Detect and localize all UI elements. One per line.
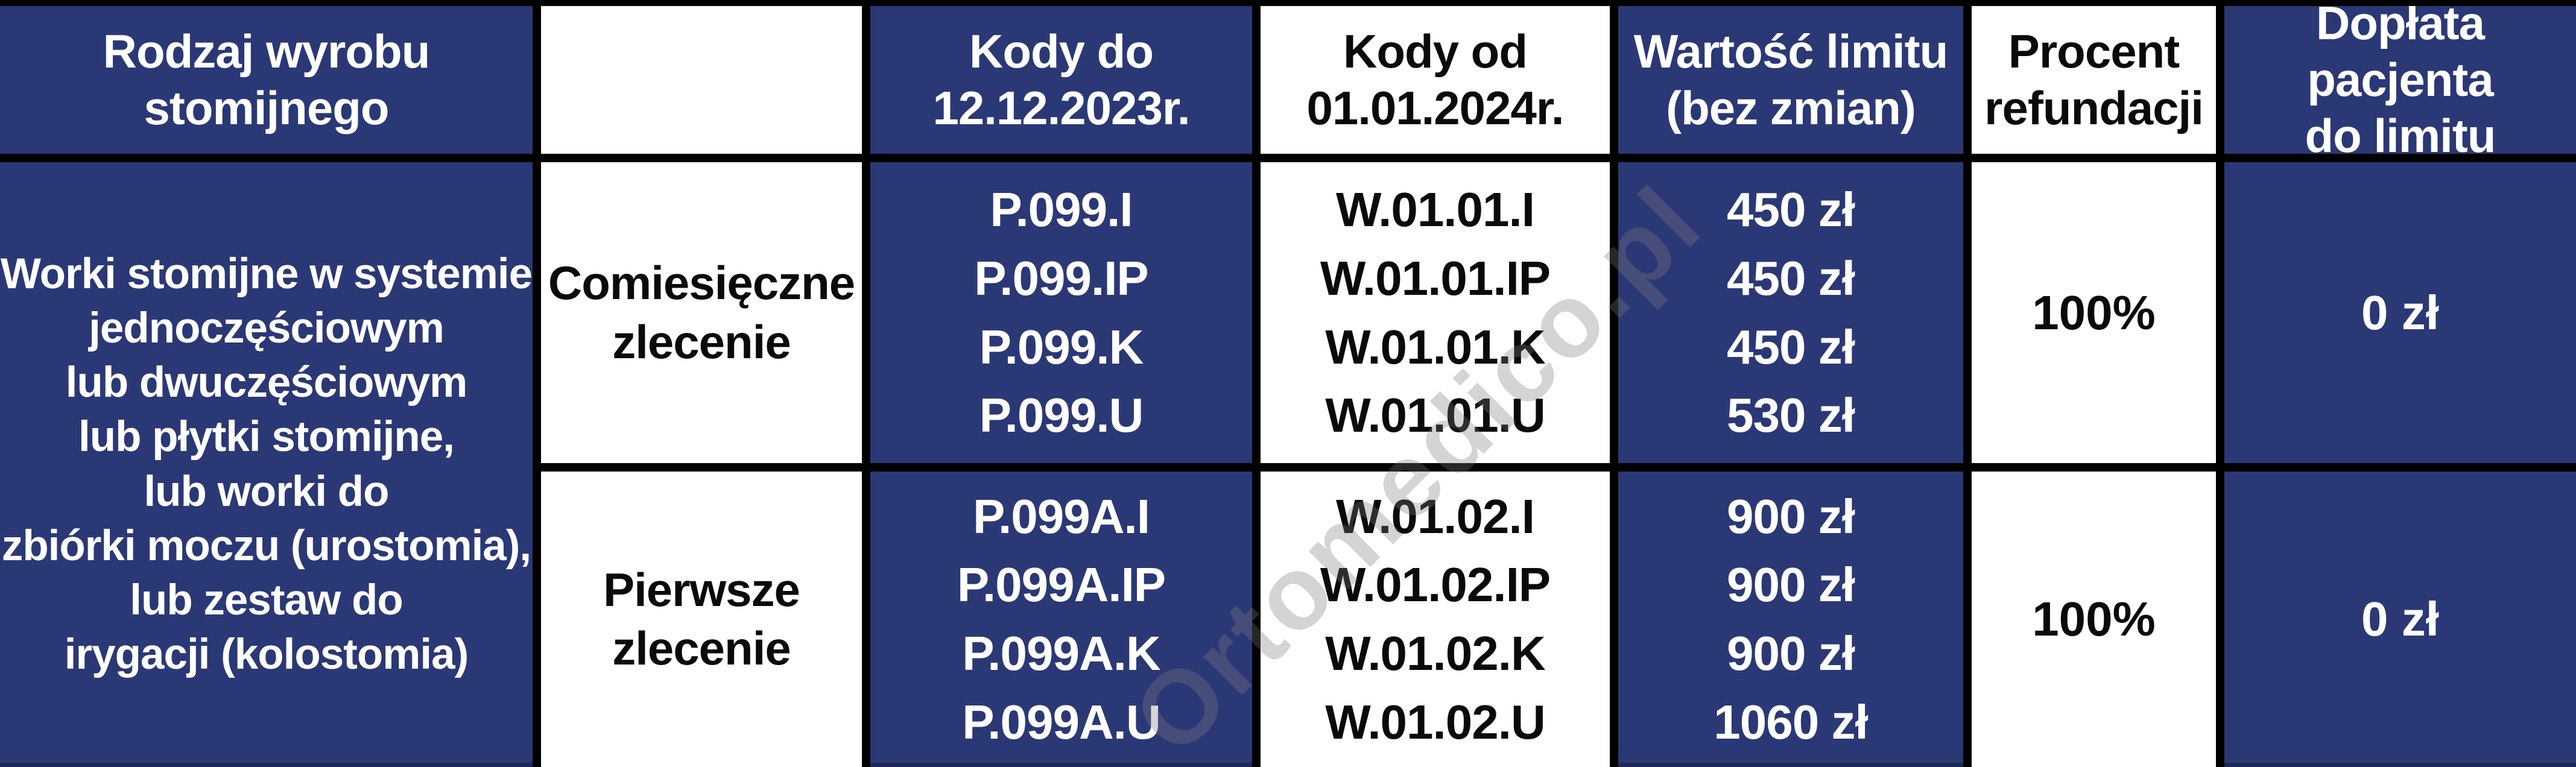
- row2-patient-copay: 0 zł: [2224, 472, 2576, 767]
- top-border-line: [0, 0, 2576, 6]
- header-codes-new: Kody od 01.01.2024r.: [1261, 6, 1610, 154]
- reimbursement-table: Rodzaj wyrobu stomijnego Kody do 12.12.2…: [0, 6, 2576, 767]
- row1-limit-values: 450 zł 450 zł 450 zł 530 zł: [1618, 162, 1963, 463]
- header-refund-percent: Procent refundacji: [1972, 6, 2216, 154]
- row1-codes-new: W.01.01.I W.01.01.IP W.01.01.K W.01.01.U: [1261, 162, 1610, 463]
- header-codes-old: Kody do 12.12.2023r.: [870, 6, 1252, 154]
- row1-order-type: Comiesięczne zlecenie: [541, 162, 862, 463]
- row2-order-type: Pierwsze zlecenie: [541, 472, 862, 767]
- product-category-cell: Worki stomijne w systemie jednoczęściowy…: [0, 162, 533, 767]
- header-product-type: Rodzaj wyrobu stomijnego: [0, 6, 533, 154]
- row1-patient-copay: 0 zł: [2224, 162, 2576, 463]
- row1-codes-old: P.099.I P.099.IP P.099.K P.099.U: [870, 162, 1252, 463]
- header-limit-value: Wartość limitu (bez zmian): [1618, 6, 1963, 154]
- row2-codes-old: P.099A.I P.099A.IP P.099A.K P.099A.U: [870, 472, 1252, 767]
- row1-refund-percent: 100%: [1972, 162, 2216, 463]
- row2-limit-values: 900 zł 900 zł 900 zł 1060 zł: [1618, 472, 1963, 767]
- header-order-type: [541, 6, 862, 154]
- header-patient-copay: Dopłata pacjenta do limitu: [2224, 6, 2576, 154]
- row2-codes-new: W.01.02.I W.01.02.IP W.01.02.K W.01.02.U: [1261, 472, 1610, 767]
- row2-refund-percent: 100%: [1972, 472, 2216, 767]
